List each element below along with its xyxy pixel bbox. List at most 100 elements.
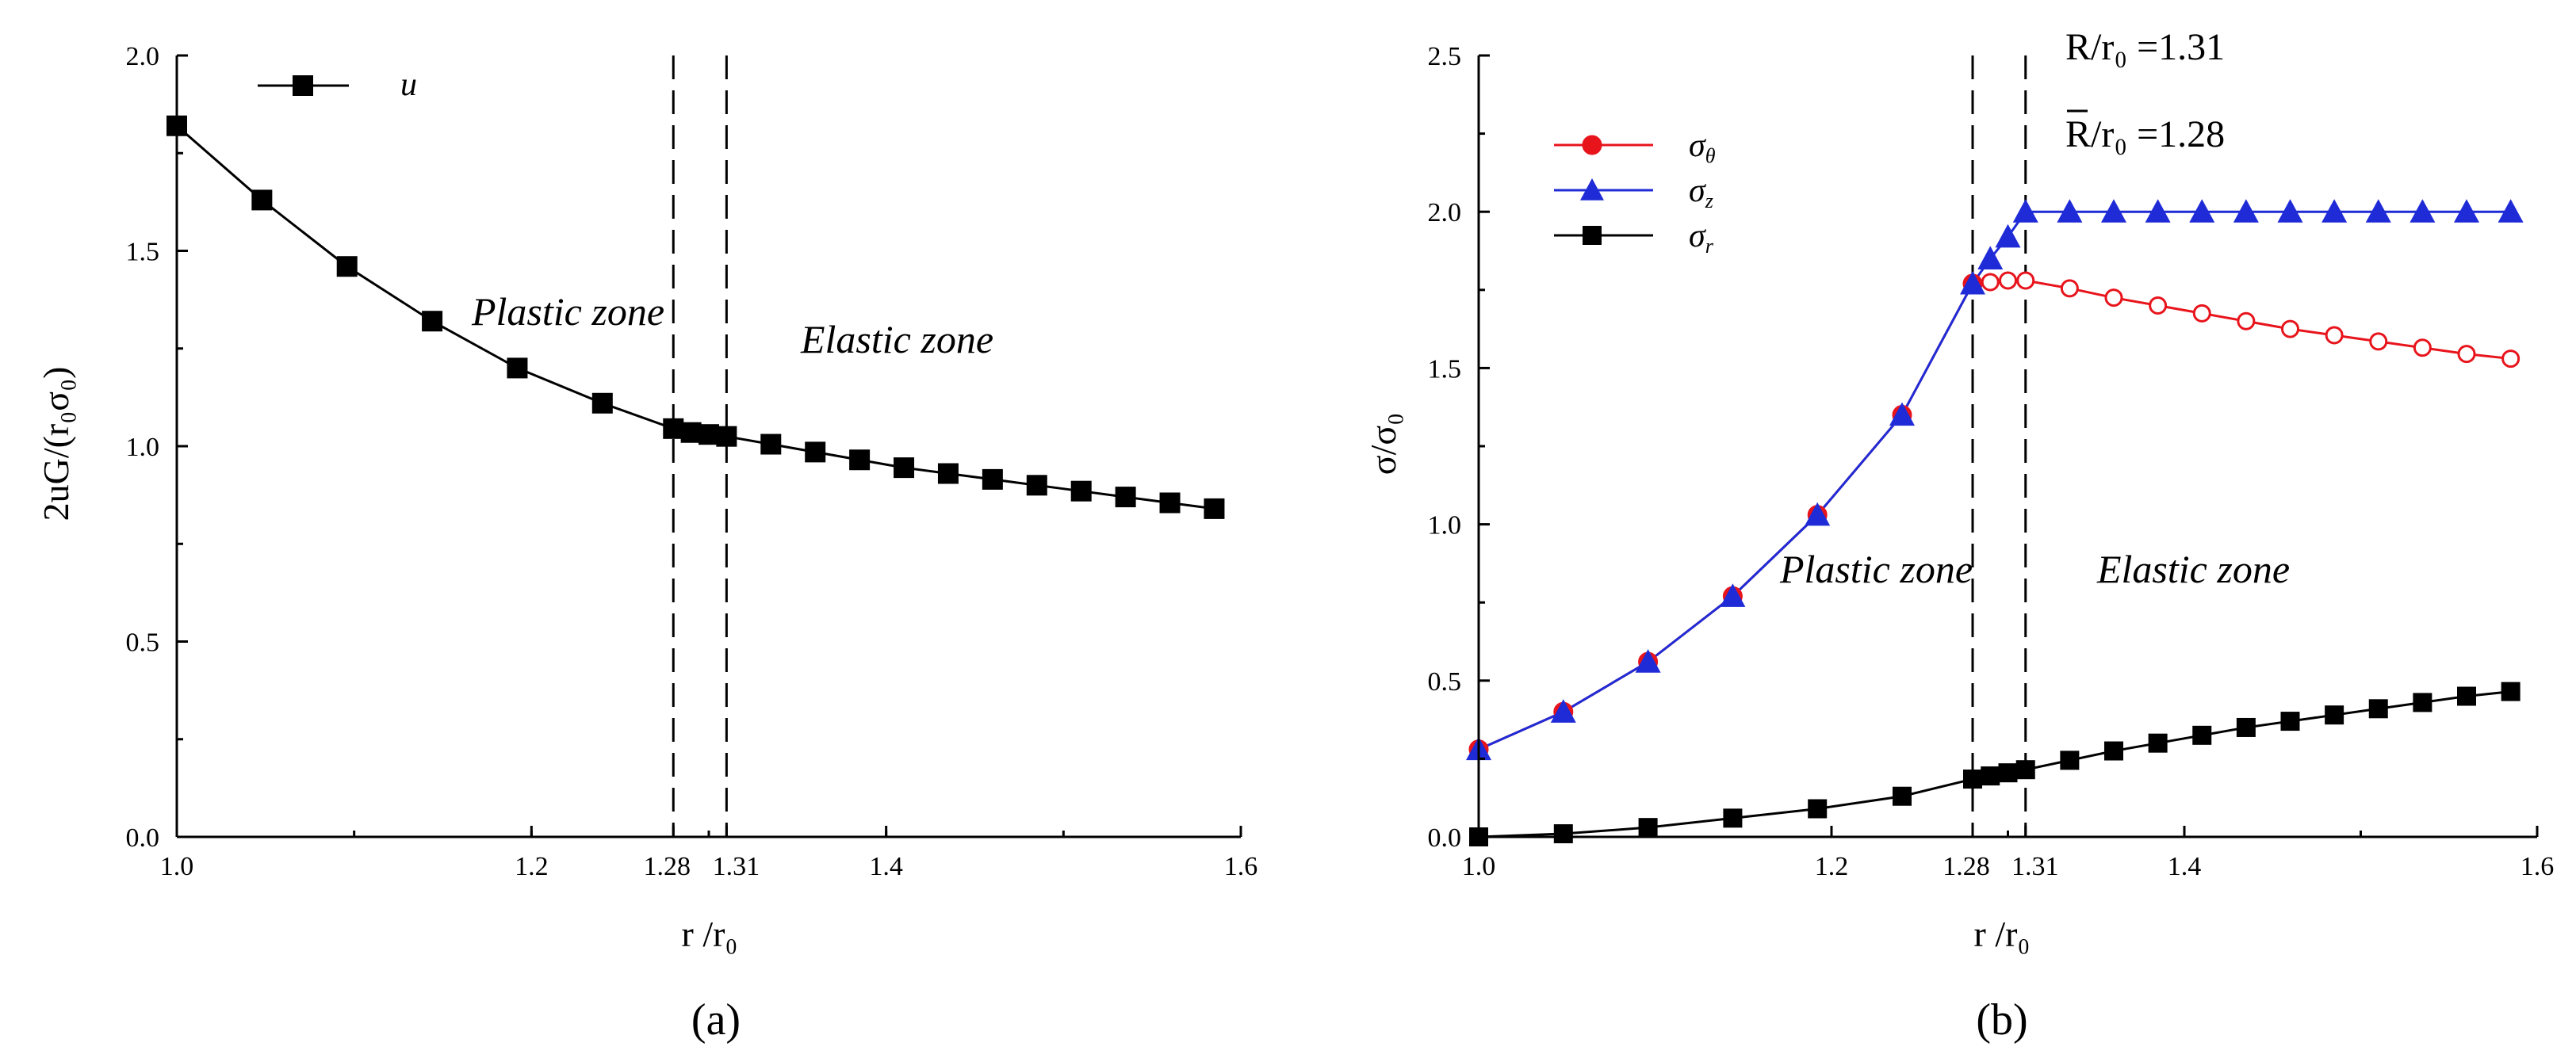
- panel-b-series-σθ-point-11: [2104, 288, 2123, 307]
- panel-b-series-σz-point-1: [1550, 699, 1576, 723]
- panel-a-x-tick-label: 1.0: [160, 852, 194, 881]
- panel-b-plastic-zone-label: Plastic zone: [1779, 547, 1973, 591]
- panel-a-y-tick-label: 1.0: [126, 433, 160, 462]
- panel-a-series-u-point-3: [422, 311, 443, 332]
- panel-b-legend: σθ σz σr: [1554, 128, 1716, 258]
- panel-a-series-u-point-16: [1026, 475, 1047, 496]
- panel-b-series-σr-point-7: [1981, 766, 2000, 786]
- panel-b-series-σθ-point-12: [2149, 296, 2168, 315]
- panel-b-y-axis-title: σ/σ₀: [1363, 413, 1403, 475]
- panel-b-y-tick-label: 0.5: [1428, 667, 1462, 697]
- panel-b-elastic-zone-label: Elastic zone: [2096, 547, 2290, 591]
- panel-b-x-tick-label: 1.28: [1943, 852, 1990, 881]
- panel-b-series-σz-point-9: [2012, 199, 2038, 223]
- panel-a-series-u-point-18: [1115, 487, 1136, 508]
- panel-b-x-tick-label: 1.0: [1462, 852, 1496, 881]
- panel-a-series-u-point-20: [1204, 498, 1225, 519]
- panel-b-series-σθ-line: [1478, 279, 2511, 751]
- panel-b-series-σr-point-8: [1998, 763, 2018, 783]
- panel-b-series-σz-point-17: [2365, 199, 2391, 223]
- panel-a-series-u-point-14: [937, 463, 959, 484]
- panel-b-series-σr-point-11: [2104, 741, 2123, 761]
- panel-b-series-σr-point-1: [1553, 824, 1573, 844]
- panel-b-series-σθ-point-15: [2281, 319, 2299, 338]
- panel-a-series-u-point-15: [982, 468, 1003, 490]
- panel-b-x-tick-label: 1.4: [2168, 852, 2202, 881]
- legend-σr-subscript: r: [1705, 235, 1714, 258]
- panel-a-ticks: 1.0 1.2 1.28 1.31 1.4 1.6 0.0 0.5 1.0 1.5 2.0: [126, 42, 1258, 881]
- panel-a-label: (a): [691, 995, 741, 1045]
- panel-a-legend: u: [258, 67, 417, 103]
- panel-b-series-σz-point-6: [1960, 270, 1985, 295]
- panel-b-label: (b): [1976, 995, 2027, 1045]
- panel-b-y-tick-label: 2.0: [1428, 198, 1462, 227]
- panel-a-x-tick-label: 1.31: [713, 852, 760, 881]
- panel-b-x-tick-label: 1.31: [2011, 852, 2059, 881]
- panel-b-series-σr-point-20: [2501, 682, 2520, 701]
- panel-b-series-σz-point-8: [1995, 223, 2021, 248]
- panel-b-x-tick-label: 1.6: [2520, 852, 2555, 881]
- panel-b-y-tick-label: 2.5: [1428, 42, 1462, 71]
- legend-u-label: u: [400, 67, 417, 103]
- panel-b-x-axis-title: r /r₀: [1974, 914, 2031, 954]
- panel-a-x-axis-title: r /r₀: [682, 914, 738, 954]
- panel-b-series-σr-line: [1478, 690, 2511, 838]
- radius-label-R: R/r₀ =1.31: [2065, 26, 2225, 68]
- panel-b-series-σr-point-14: [2236, 717, 2256, 737]
- legend-σθ-marker: [1582, 135, 1602, 155]
- panel-b-series-σz-line: [1478, 210, 2511, 751]
- panel-a-elastic-zone-label: Elastic zone: [800, 317, 993, 361]
- panel-a-x-tick-label: 1.4: [869, 852, 903, 881]
- panel-b-y-tick-label: 1.0: [1428, 511, 1462, 540]
- panel-a-series-u-line: [176, 124, 1215, 510]
- legend-σz-marker: [1580, 178, 1604, 201]
- panel-b-series-σθ-point-10: [2060, 279, 2079, 298]
- legend-σr-label: σr: [1689, 218, 1714, 258]
- panel-b-series-σr-point-5: [1893, 786, 1912, 806]
- panel-b-series-σr-point-13: [2192, 725, 2212, 745]
- panel-b-series-σz-point-10: [2057, 199, 2083, 223]
- panel-a-series-u-point-13: [894, 457, 915, 479]
- panel-b-series-σθ-point-13: [2192, 304, 2211, 323]
- panel-b-series-σr-point-9: [2015, 760, 2035, 780]
- legend-u-marker: [293, 75, 313, 96]
- panel-b-series-σz-point-4: [1805, 502, 1831, 526]
- panel-b-series-σz-point-13: [2189, 199, 2215, 223]
- panel-a-series-u-point-12: [849, 449, 871, 471]
- panel-b-series-σz-point-20: [2498, 199, 2524, 223]
- panel-b-series-σθ-point-19: [2457, 345, 2476, 364]
- panel-a: 1.0 1.2 1.28 1.31 1.4 1.6 0.0 0.5 1.0 1.5 2.0 2uG/…: [36, 42, 1257, 1045]
- panel-b-series-σz-point-14: [2233, 199, 2259, 223]
- legend-σθ-label: σθ: [1689, 128, 1716, 167]
- panel-a-series-u-point-1: [251, 189, 273, 211]
- radius-label-R-bar: R/r₀ =1.28: [2065, 113, 2225, 155]
- panel-b-series-σz-point-18: [2409, 199, 2436, 223]
- panel-a-series-u-point-9: [716, 426, 737, 447]
- panel-b-series-σθ-point-9: [2016, 271, 2035, 290]
- legend-σz-label: σz: [1689, 173, 1713, 212]
- panel-b-series-σr-point-17: [2368, 699, 2388, 719]
- panel-b-series-σz-point-19: [2454, 199, 2479, 223]
- panel-b-series-σr-point-4: [1808, 799, 1828, 819]
- legend-σz-subscript: z: [1705, 189, 1713, 212]
- panel-b-series-σz-point-2: [1635, 649, 1661, 673]
- panel-b-series-σθ-point-8: [1999, 271, 2017, 290]
- panel-b-series-σr-point-3: [1723, 808, 1743, 828]
- panel-a-series-u-point-2: [336, 256, 358, 277]
- panel-a-series-u-point-7: [680, 422, 702, 443]
- panel-a-y-tick-label: 1.5: [126, 238, 160, 267]
- panel-b-series-σr-point-6: [1963, 770, 1982, 789]
- panel-b-series-σz-point-12: [2145, 199, 2171, 223]
- legend-σθ-subscript: θ: [1705, 144, 1716, 167]
- legend-σr-marker: [1583, 226, 1602, 245]
- panel-b-series-σz-point-11: [2101, 199, 2126, 223]
- panel-a-series-u-point-10: [760, 434, 782, 455]
- panel-a-series-u-point-6: [663, 418, 684, 439]
- panel-b-series-σθ-point-7: [1981, 273, 2000, 292]
- panel-b: 1.0 1.2 1.28 1.31 1.4 1.6 0.0 0.5 1.0 1.5 2.0 2.5 σ…: [1363, 26, 2554, 1045]
- panel-b-y-tick-label: 0.0: [1428, 823, 1462, 853]
- panel-b-series-σr-point-19: [2457, 686, 2476, 706]
- panel-b-series-σθ-point-14: [2237, 311, 2256, 330]
- panel-b-ticks: 1.0 1.2 1.28 1.31 1.4 1.6 0.0 0.5 1.0 1.5 2.0 2.5: [1428, 42, 2555, 881]
